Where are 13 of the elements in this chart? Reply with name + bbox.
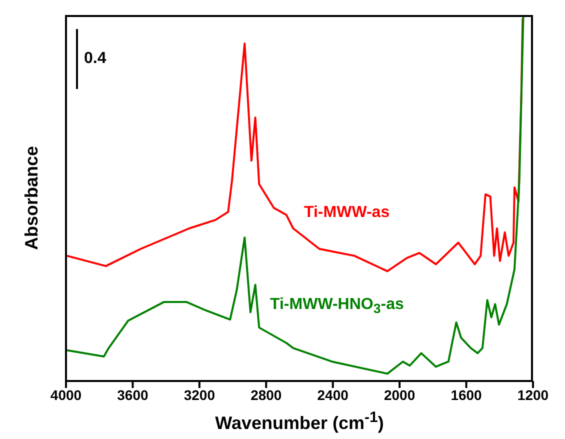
x-tick-label: 1600 <box>450 386 482 403</box>
x-tick-label: 1200 <box>517 386 549 403</box>
x-tick-label: 4000 <box>50 386 82 403</box>
x-tick-label: 3200 <box>184 386 216 403</box>
x-tick-label: 2000 <box>384 386 416 403</box>
series-label: Ti-MWW-HNO$_{3}$-as <box>270 296 404 316</box>
y-axis-title: Absorbance <box>22 146 42 250</box>
x-tick-label: 2800 <box>250 386 282 403</box>
series-label: Ti-MWW-as <box>304 204 390 222</box>
x-tick-label: 3600 <box>117 386 148 403</box>
annotation: 0.4 <box>84 50 106 68</box>
x-tick-label: 2400 <box>317 386 349 403</box>
x-axis-title: Wavenumber (cm$^{-1}$) <box>214 409 385 434</box>
